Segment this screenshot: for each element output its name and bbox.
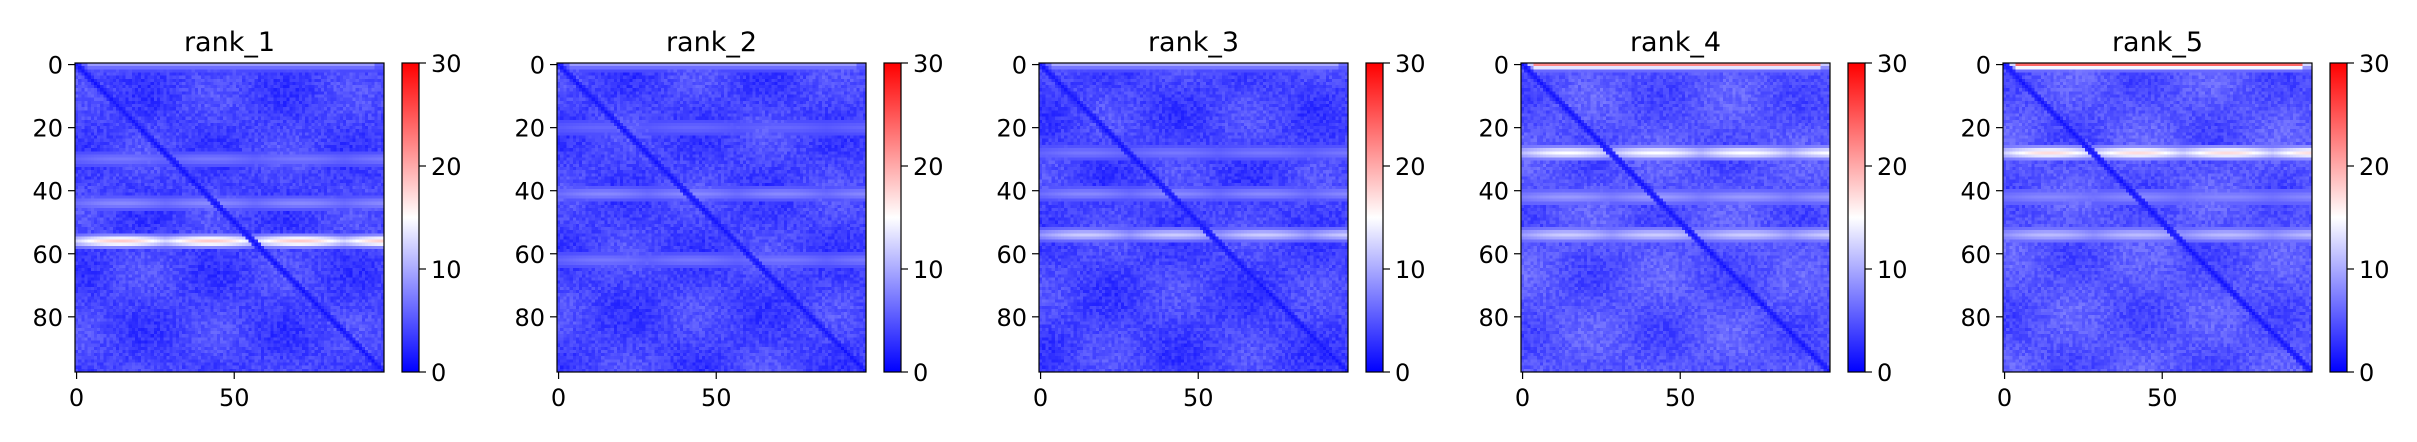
x-tick-label: 0 — [1515, 384, 1530, 412]
y-tick-label: 80 — [32, 304, 63, 332]
y-tick-label: 0 — [48, 52, 63, 80]
colorbar — [883, 62, 902, 373]
heatmap-frame — [556, 62, 867, 373]
colorbar-tick-label: 20 — [913, 153, 944, 181]
heatmap-panel-5: rank_5 0 20 40 60 80 0 50 0 10 20 30 — [1960, 27, 2389, 412]
y-tick-label: 20 — [1478, 115, 1509, 143]
colorbar-tick-label: 30 — [1877, 50, 1908, 78]
x-tick-label: 50 — [1665, 384, 1696, 412]
colorbar — [2329, 62, 2348, 373]
colorbar — [401, 62, 420, 373]
heatmap-panel-4: rank_4 0 20 40 60 80 0 50 0 10 20 30 — [1478, 27, 1907, 412]
heatmap-panel-2: rank_2 0 20 40 60 80 0 50 0 10 20 30 — [514, 27, 943, 412]
x-tick-label: 0 — [1033, 384, 1048, 412]
y-tick-label: 20 — [996, 115, 1027, 143]
colorbar-tick-label: 0 — [2359, 359, 2374, 387]
colorbar-tick-label: 10 — [1395, 256, 1426, 284]
y-tick-label: 40 — [1960, 178, 1991, 206]
y-tick-label: 80 — [1478, 304, 1509, 332]
y-tick-label: 40 — [1478, 178, 1509, 206]
heatmap-panel-1: rank_1 0 20 40 60 80 0 50 0 10 20 30 — [32, 27, 461, 412]
x-tick-label: 0 — [1997, 384, 2012, 412]
y-tick-label: 0 — [1012, 52, 1027, 80]
y-tick-label: 60 — [32, 241, 63, 269]
colorbar-tick-label: 0 — [913, 359, 928, 387]
colorbar-tick-label: 10 — [913, 256, 944, 284]
x-tick-label: 50 — [701, 384, 732, 412]
y-tick-label: 40 — [514, 178, 545, 206]
colorbar-tick-label: 30 — [431, 50, 462, 78]
y-tick-label: 80 — [1960, 304, 1991, 332]
colorbar-tick-label: 0 — [431, 359, 446, 387]
colorbar-tick-label: 20 — [2359, 153, 2390, 181]
colorbar — [1365, 62, 1384, 373]
y-tick-label: 20 — [1960, 115, 1991, 143]
y-tick-label: 20 — [32, 115, 63, 143]
y-tick-label: 20 — [514, 115, 545, 143]
y-tick-label: 40 — [996, 178, 1027, 206]
heatmap-cells — [75, 63, 384, 372]
colorbar — [1847, 62, 1866, 373]
x-tick-label: 50 — [219, 384, 250, 412]
colorbar-tick-label: 30 — [1395, 50, 1426, 78]
heatmap-cells — [2003, 63, 2312, 372]
heatmap-frame — [1038, 62, 1349, 373]
x-tick-label: 0 — [551, 384, 566, 412]
colorbar-tick-label: 30 — [913, 50, 944, 78]
heatmap-frame — [1520, 62, 1831, 373]
panel-title: rank_2 — [666, 27, 757, 58]
y-tick-label: 60 — [1478, 241, 1509, 269]
heatmap-frame — [2002, 62, 2313, 373]
x-tick-label: 50 — [1183, 384, 1214, 412]
colorbar-tick-label: 20 — [431, 153, 462, 181]
heatmap-cells — [1521, 63, 1830, 372]
heatmap-panel-3: rank_3 0 20 40 60 80 0 50 0 10 20 30 — [996, 27, 1425, 412]
y-tick-label: 80 — [514, 304, 545, 332]
colorbar-tick-label: 10 — [431, 256, 462, 284]
colorbar-tick-label: 20 — [1877, 153, 1908, 181]
colorbar-tick-label: 10 — [1877, 256, 1908, 284]
heatmap-cells — [557, 63, 866, 372]
y-tick-label: 80 — [996, 304, 1027, 332]
x-tick-label: 0 — [69, 384, 84, 412]
panel-title: rank_1 — [184, 27, 275, 58]
y-tick-label: 60 — [1960, 241, 1991, 269]
y-tick-label: 60 — [514, 241, 545, 269]
y-tick-label: 40 — [32, 178, 63, 206]
panel-title: rank_5 — [2112, 27, 2203, 58]
colorbar-tick-label: 10 — [2359, 256, 2390, 284]
panel-title: rank_4 — [1630, 27, 1721, 58]
heatmap-cells — [1039, 63, 1348, 372]
heatmap-frame — [74, 62, 385, 373]
y-tick-label: 0 — [530, 52, 545, 80]
panel-title: rank_3 — [1148, 27, 1239, 58]
colorbar-tick-label: 20 — [1395, 153, 1426, 181]
colorbar-tick-label: 30 — [2359, 50, 2390, 78]
x-tick-label: 50 — [2147, 384, 2178, 412]
colorbar-tick-label: 0 — [1877, 359, 1892, 387]
y-tick-label: 0 — [1494, 52, 1509, 80]
y-tick-label: 60 — [996, 241, 1027, 269]
y-tick-label: 0 — [1976, 52, 1991, 80]
colorbar-tick-label: 0 — [1395, 359, 1410, 387]
